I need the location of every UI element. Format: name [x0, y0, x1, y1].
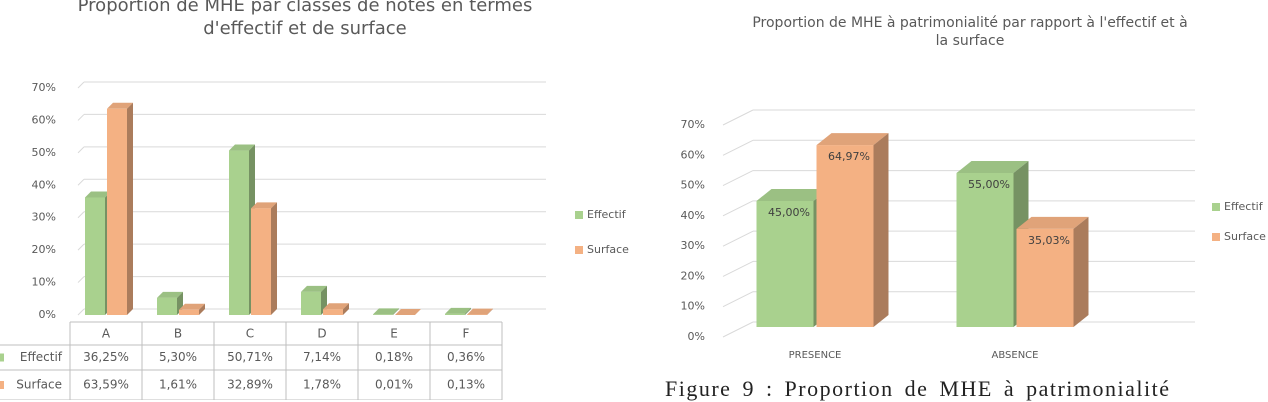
value-label: 45,00%: [768, 206, 810, 219]
legend-swatch: [1212, 203, 1220, 211]
bar-side: [271, 202, 277, 315]
y-tick-label: 70%: [32, 81, 56, 94]
table-row-label: Effectif: [20, 350, 63, 364]
legend-swatch: [575, 246, 583, 254]
table-cell: 7,14%: [303, 350, 341, 364]
table-cell: 1,78%: [303, 378, 341, 392]
grid-line: [78, 309, 84, 315]
grid-line: [78, 212, 84, 218]
grid-line: [723, 110, 753, 125]
bar: [445, 314, 465, 315]
value-label: 64,97%: [828, 150, 870, 163]
grid-line: [78, 244, 84, 250]
legend-swatch: [575, 211, 583, 219]
value-label: 55,00%: [968, 178, 1010, 191]
bar: [179, 310, 199, 315]
value-label: 35,03%: [1028, 234, 1070, 247]
y-tick-label: 70%: [681, 118, 705, 131]
legend-label: Effectif: [1224, 200, 1264, 213]
bar-side: [127, 103, 133, 315]
bar: [229, 151, 249, 315]
grid-line: [78, 114, 84, 120]
y-tick-label: 30%: [681, 239, 705, 252]
table-cell: 0,36%: [447, 350, 485, 364]
grid-line: [78, 82, 84, 88]
bar: [957, 173, 1014, 327]
grid-line: [723, 292, 753, 307]
grid-line: [723, 140, 753, 155]
bar: [251, 208, 271, 315]
legend-swatch: [0, 381, 4, 389]
table-row-label: Surface: [16, 378, 62, 392]
y-tick-label: 10%: [681, 300, 705, 313]
grid-line: [723, 201, 753, 216]
legend-swatch: [1212, 233, 1220, 241]
table-cell: 63,59%: [83, 378, 129, 392]
bar: [107, 109, 127, 315]
legend-label: Effectif: [587, 208, 627, 221]
bar: [301, 292, 321, 315]
grid-line: [78, 179, 84, 185]
legend-swatch: [0, 354, 4, 362]
table-header: E: [390, 327, 398, 341]
table-cell: 1,61%: [159, 378, 197, 392]
y-tick-label: 40%: [681, 209, 705, 222]
bar: [85, 197, 105, 315]
table-header: B: [174, 327, 182, 341]
y-tick-label: 50%: [681, 179, 705, 192]
bar: [757, 201, 814, 327]
bar: [157, 298, 177, 315]
table-cell: 0,18%: [375, 350, 413, 364]
legend-label: Surface: [587, 243, 629, 256]
table-header: C: [246, 327, 254, 341]
y-tick-label: 40%: [32, 178, 56, 191]
table-cell: 0,01%: [375, 378, 413, 392]
table-header: A: [102, 327, 111, 341]
grid-line: [723, 261, 753, 276]
grid-line: [78, 147, 84, 153]
y-tick-label: 20%: [681, 269, 705, 282]
bar: [373, 314, 393, 315]
table-cell: 36,25%: [83, 350, 129, 364]
bar-side: [1074, 217, 1089, 327]
grid-line: [723, 231, 753, 246]
y-tick-label: 60%: [681, 148, 705, 161]
grid-line: [723, 171, 753, 186]
x-tick-label: ABSENCE: [992, 350, 1039, 361]
table-cell: 0,13%: [447, 378, 485, 392]
y-tick-label: 30%: [32, 211, 56, 224]
table-header: F: [463, 327, 470, 341]
y-tick-label: 20%: [32, 243, 56, 256]
y-tick-label: 10%: [32, 276, 56, 289]
bar: [817, 145, 874, 327]
table-cell: 32,89%: [227, 378, 273, 392]
y-tick-label: 50%: [32, 146, 56, 159]
x-tick-label: PRESENCE: [789, 350, 842, 361]
y-tick-label: 0%: [688, 330, 705, 343]
bar-top: [395, 309, 421, 315]
legend-label: Surface: [1224, 230, 1266, 243]
grid-line: [723, 322, 753, 337]
y-tick-label: 0%: [39, 308, 56, 321]
table-cell: 5,30%: [159, 350, 197, 364]
table-header: D: [317, 327, 326, 341]
table-cell: 50,71%: [227, 350, 273, 364]
bar-side: [874, 133, 889, 327]
y-tick-label: 60%: [32, 113, 56, 126]
bar: [323, 309, 343, 315]
grid-line: [78, 277, 84, 283]
